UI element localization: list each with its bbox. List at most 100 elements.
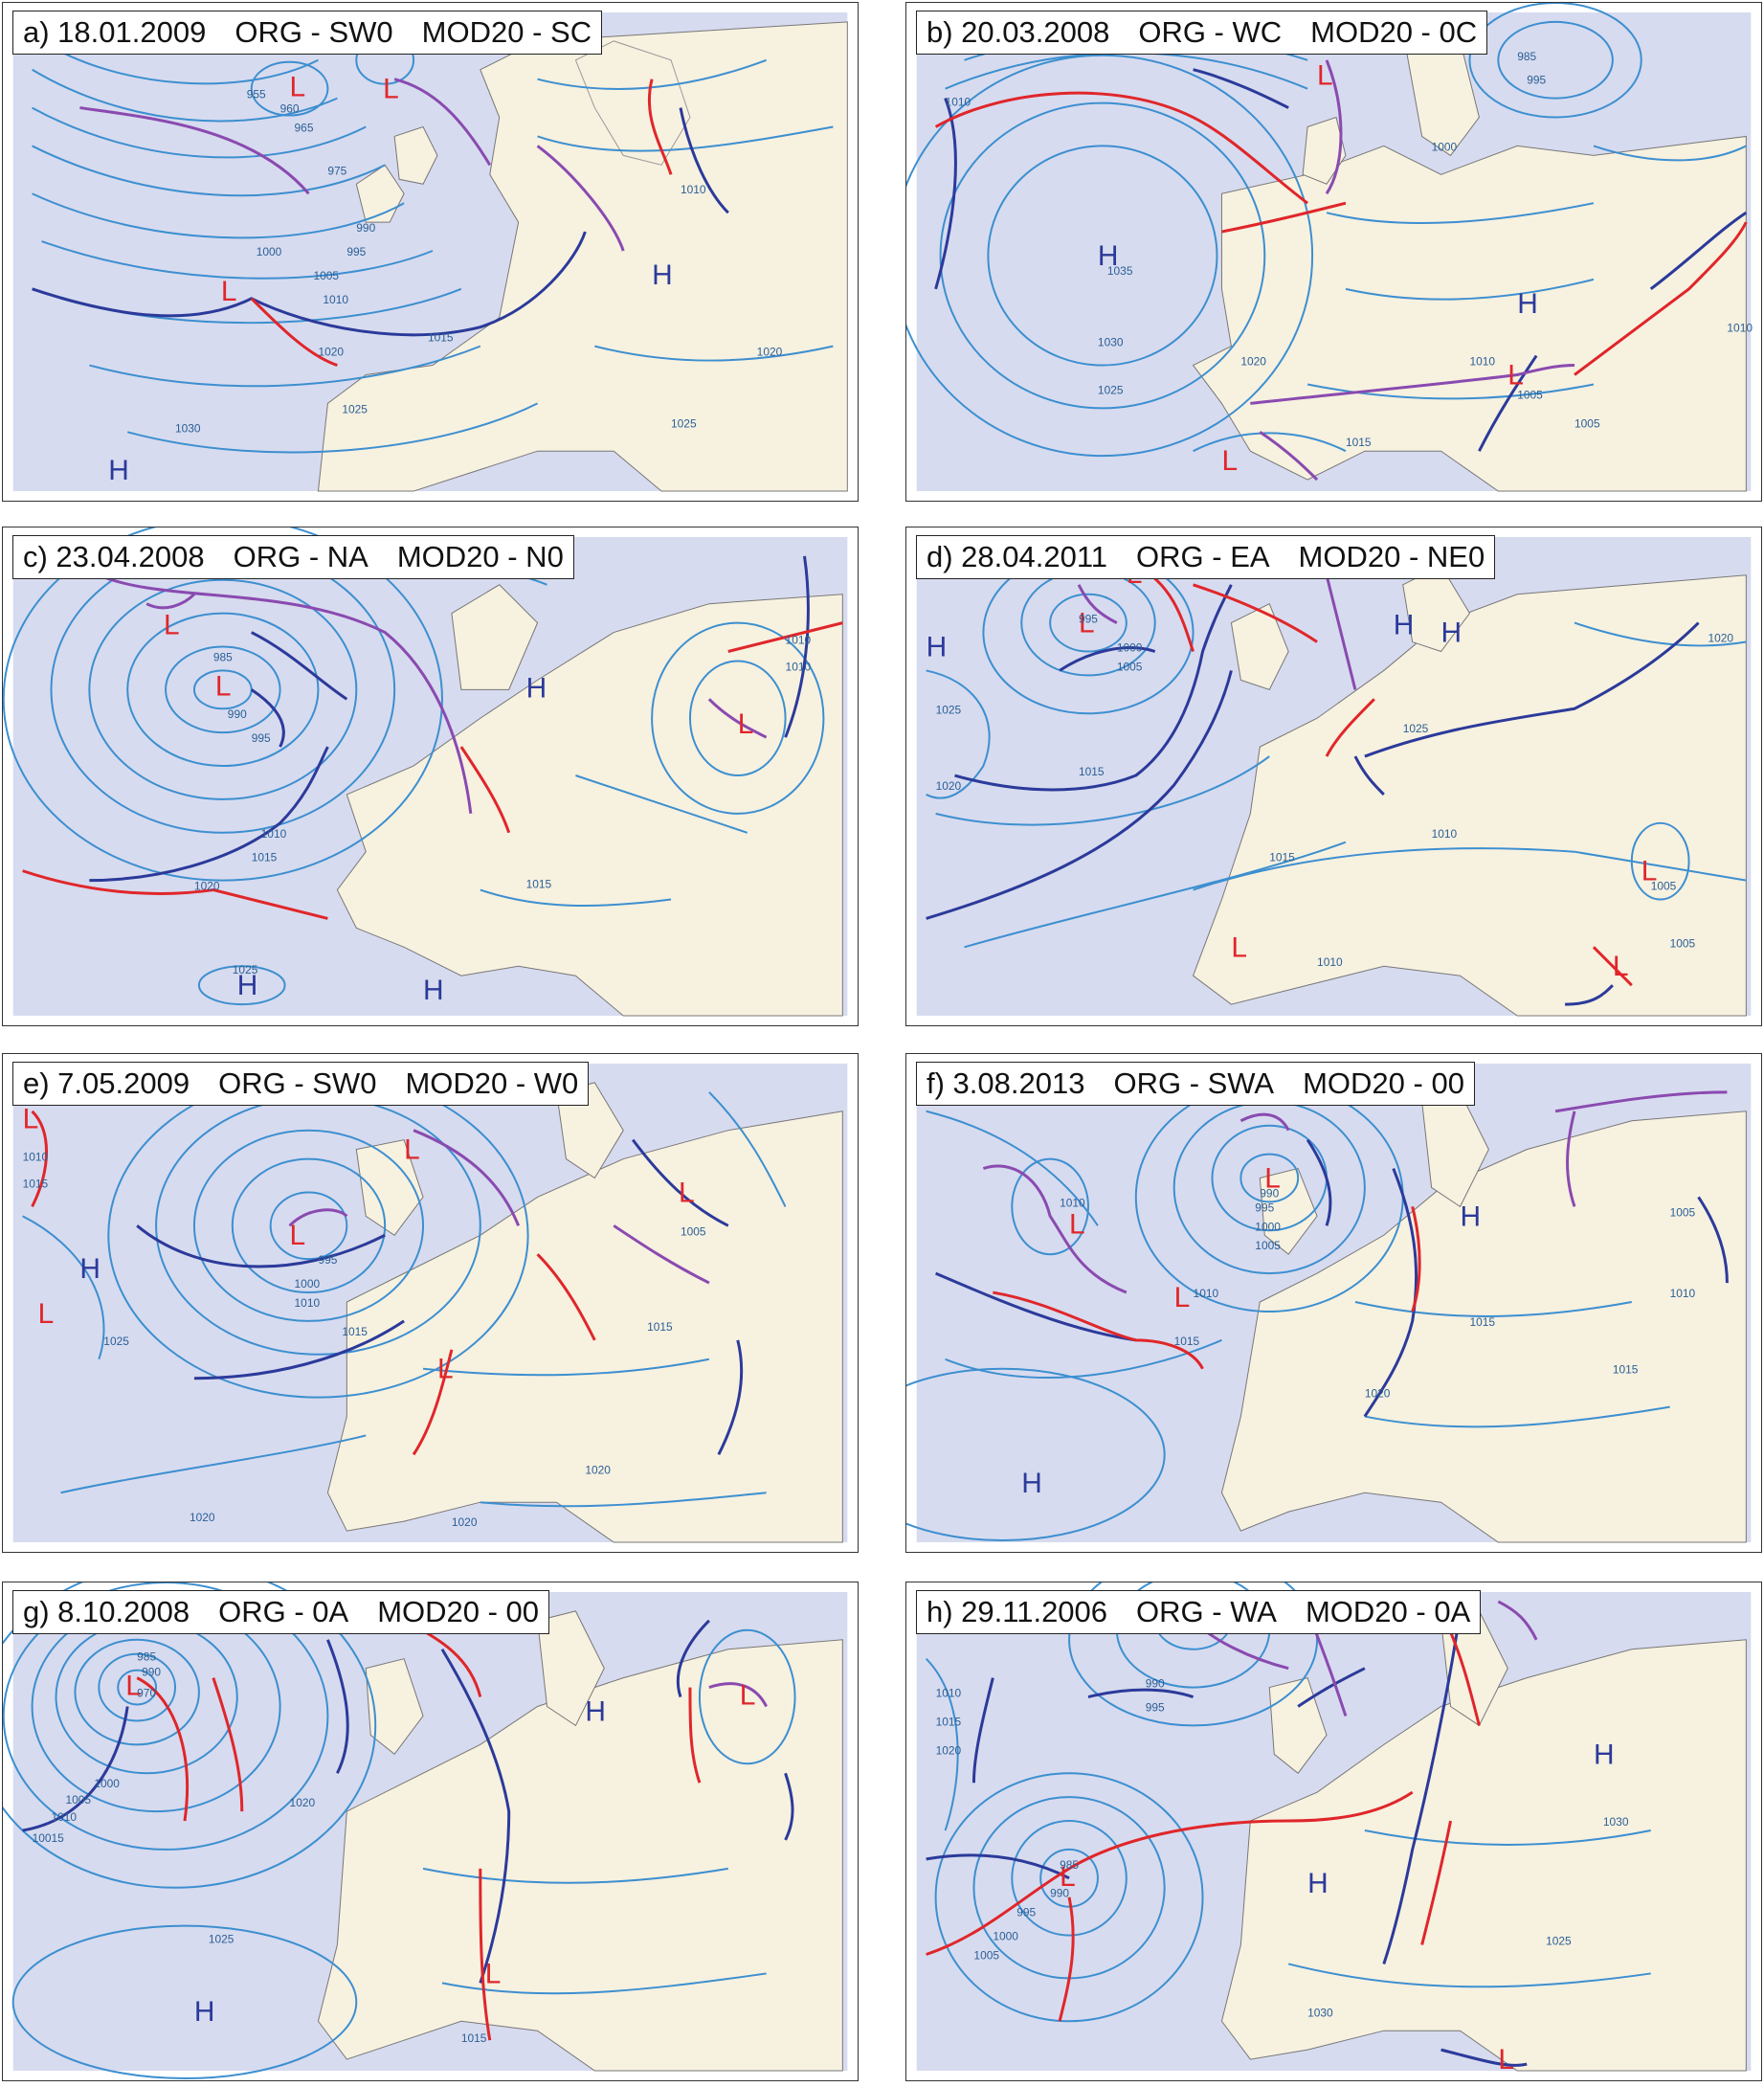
svg-text:L: L bbox=[290, 1220, 306, 1251]
panel-date: e) 7.05.2009 bbox=[23, 1066, 190, 1100]
svg-text:L: L bbox=[215, 670, 232, 702]
panel-date: a) 18.01.2009 bbox=[23, 15, 207, 49]
svg-text:1010: 1010 bbox=[1432, 827, 1458, 841]
svg-text:L: L bbox=[125, 1671, 142, 1702]
weather-map-e: L H L L L L L 1010 1015 1025 995 1000 1010 1… bbox=[12, 1063, 848, 1543]
svg-text:1005: 1005 bbox=[1255, 1239, 1281, 1252]
panel-label-b: b) 20.03.2008 ORG - WC MOD20 - 0C bbox=[916, 11, 1488, 55]
panel-date: b) 20.03.2008 bbox=[927, 15, 1110, 49]
svg-text:1000: 1000 bbox=[1255, 1220, 1281, 1233]
panel-a: L L L H H 955 960 965 975 990 995 1000 1005 10… bbox=[2, 2, 859, 502]
panel-org-type: ORG - 0A bbox=[218, 1595, 349, 1628]
svg-text:965: 965 bbox=[295, 121, 314, 134]
svg-text:1005: 1005 bbox=[1574, 416, 1600, 430]
svg-text:L: L bbox=[290, 72, 306, 103]
panel-c: L L H L H H 985 990 995 1010 1015 1020 1025 1… bbox=[2, 527, 859, 1026]
svg-text:985: 985 bbox=[213, 650, 233, 663]
svg-text:1020: 1020 bbox=[452, 1515, 478, 1529]
panel-mod-type: MOD20 - NE0 bbox=[1298, 540, 1485, 573]
svg-text:1030: 1030 bbox=[175, 421, 201, 435]
svg-text:1020: 1020 bbox=[290, 1796, 316, 1809]
svg-text:L: L bbox=[23, 1104, 39, 1135]
svg-text:1020: 1020 bbox=[936, 779, 962, 793]
svg-text:H: H bbox=[1307, 1868, 1329, 1899]
panel-mod-type: MOD20 - 00 bbox=[1303, 1066, 1464, 1100]
svg-text:L: L bbox=[437, 1354, 454, 1385]
svg-text:955: 955 bbox=[247, 88, 266, 101]
svg-text:1010: 1010 bbox=[323, 293, 348, 306]
panel-mod-type: MOD20 - 0C bbox=[1310, 15, 1478, 49]
svg-text:1020: 1020 bbox=[318, 346, 344, 359]
svg-text:1025: 1025 bbox=[103, 1335, 129, 1348]
svg-text:H: H bbox=[1098, 240, 1119, 272]
svg-text:L: L bbox=[221, 276, 237, 307]
svg-text:1035: 1035 bbox=[1107, 264, 1133, 278]
svg-text:1005: 1005 bbox=[65, 1793, 91, 1806]
svg-text:L: L bbox=[1060, 1861, 1076, 1893]
svg-text:975: 975 bbox=[327, 164, 346, 177]
svg-text:1025: 1025 bbox=[342, 402, 368, 415]
svg-text:1020: 1020 bbox=[1708, 632, 1733, 645]
svg-text:1010: 1010 bbox=[295, 1296, 321, 1310]
panel-label-f: f) 3.08.2013 ORG - SWA MOD20 - 00 bbox=[916, 1062, 1475, 1106]
svg-text:1005: 1005 bbox=[313, 269, 339, 282]
svg-text:1000: 1000 bbox=[94, 1777, 120, 1790]
svg-text:1020: 1020 bbox=[1365, 1387, 1391, 1401]
svg-text:1015: 1015 bbox=[1613, 1363, 1639, 1377]
panel-org-type: ORG - SWA bbox=[1113, 1066, 1275, 1100]
svg-text:995: 995 bbox=[1079, 613, 1098, 626]
svg-text:L: L bbox=[1221, 445, 1238, 477]
weather-map-c: L L H L H H 985 990 995 1010 1015 1020 1025 1… bbox=[3, 527, 848, 1017]
svg-text:H: H bbox=[1594, 1739, 1615, 1770]
svg-text:990: 990 bbox=[1260, 1186, 1279, 1200]
svg-text:985: 985 bbox=[1060, 1858, 1079, 1872]
svg-text:L: L bbox=[1069, 1208, 1085, 1240]
svg-text:970: 970 bbox=[137, 1687, 156, 1700]
svg-text:1010: 1010 bbox=[23, 1151, 49, 1164]
svg-text:1015: 1015 bbox=[428, 331, 454, 345]
svg-text:L: L bbox=[1264, 1162, 1281, 1194]
svg-text:1005: 1005 bbox=[1670, 936, 1696, 950]
svg-text:1020: 1020 bbox=[757, 346, 783, 359]
svg-text:1030: 1030 bbox=[1098, 336, 1124, 349]
svg-text:1000: 1000 bbox=[295, 1277, 321, 1290]
svg-text:1015: 1015 bbox=[23, 1177, 49, 1190]
svg-text:1010: 1010 bbox=[1727, 322, 1753, 335]
svg-text:1025: 1025 bbox=[671, 416, 697, 430]
svg-text:H: H bbox=[652, 259, 673, 291]
panel-date: h) 29.11.2006 bbox=[927, 1595, 1108, 1628]
svg-text:1025: 1025 bbox=[1403, 722, 1429, 735]
svg-text:1010: 1010 bbox=[1670, 1287, 1696, 1300]
panel-mod-type: MOD20 - W0 bbox=[405, 1066, 579, 1100]
svg-text:L: L bbox=[485, 1958, 502, 1989]
svg-text:L: L bbox=[679, 1177, 695, 1208]
svg-text:1010: 1010 bbox=[681, 183, 706, 196]
panel-date: d) 28.04.2011 bbox=[927, 540, 1108, 573]
panel-date: c) 23.04.2008 bbox=[23, 540, 205, 573]
svg-text:1010: 1010 bbox=[261, 827, 287, 841]
svg-text:1015: 1015 bbox=[936, 1715, 962, 1728]
svg-text:990: 990 bbox=[1050, 1887, 1069, 1900]
svg-text:L: L bbox=[1613, 951, 1629, 982]
svg-text:H: H bbox=[927, 631, 948, 662]
weather-map-b: L H H L L 1010 985 995 1000 1035 1030 1025 10… bbox=[906, 3, 1753, 492]
svg-text:990: 990 bbox=[356, 221, 375, 235]
svg-text:1010: 1010 bbox=[1060, 1196, 1085, 1209]
svg-text:990: 990 bbox=[1146, 1677, 1165, 1691]
panel-mod-type: MOD20 - SC bbox=[421, 15, 592, 49]
svg-text:H: H bbox=[79, 1253, 100, 1285]
svg-text:1015: 1015 bbox=[1269, 851, 1295, 864]
panel-label-c: c) 23.04.2008 ORG - NA MOD20 - N0 bbox=[12, 535, 574, 579]
svg-text:1025: 1025 bbox=[233, 963, 258, 976]
panel-mod-type: MOD20 - 0A bbox=[1305, 1595, 1471, 1628]
svg-text:1020: 1020 bbox=[585, 1463, 611, 1476]
svg-text:985: 985 bbox=[1517, 50, 1536, 63]
svg-text:1025: 1025 bbox=[1098, 383, 1124, 396]
panel-org-type: ORG - WA bbox=[1136, 1595, 1277, 1628]
panel-label-d: d) 28.04.2011 ORG - EA MOD20 - NE0 bbox=[916, 535, 1496, 579]
svg-text:1010: 1010 bbox=[1194, 1287, 1219, 1300]
